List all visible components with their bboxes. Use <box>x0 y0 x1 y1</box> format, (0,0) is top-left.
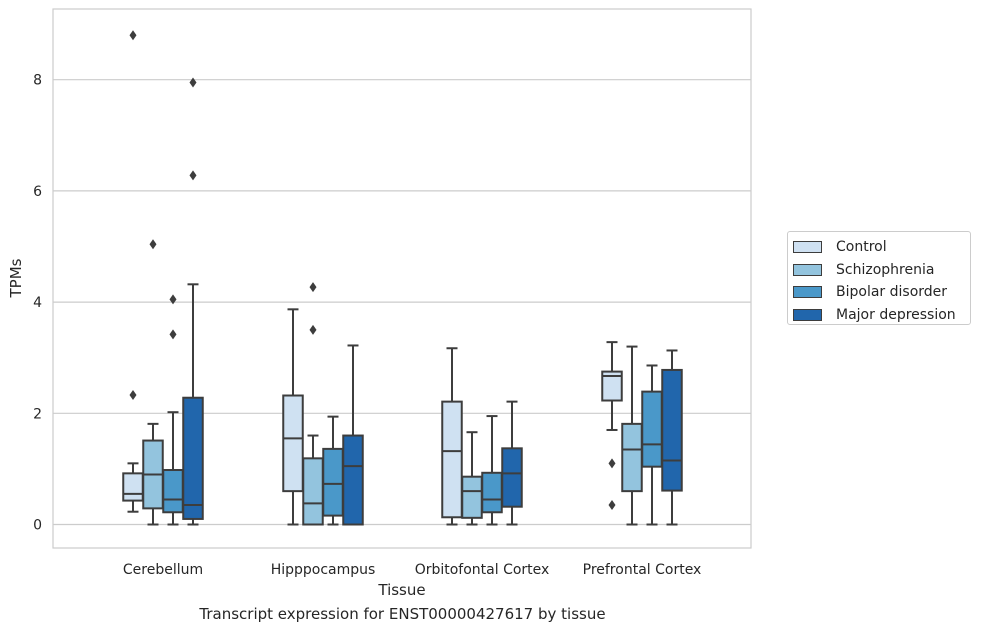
y-axis-label: TPMs <box>7 258 25 298</box>
box-group <box>441 347 463 526</box>
outlier-point <box>608 500 616 511</box>
box <box>661 368 683 492</box>
box-group <box>641 364 663 526</box>
box-group <box>302 282 324 526</box>
y-tick-label: 4 <box>33 295 42 311</box>
box <box>182 396 204 520</box>
box <box>302 457 324 526</box>
box-group <box>621 345 643 526</box>
outlier-point <box>608 458 616 469</box>
chart-caption: Transcript expression for ENST0000042761… <box>199 605 606 623</box>
y-tick-label: 8 <box>33 73 42 89</box>
box-group <box>162 294 184 526</box>
y-tick-label: 6 <box>33 184 42 200</box>
box-group <box>481 415 503 526</box>
box <box>441 400 463 519</box>
legend-swatch <box>793 286 822 299</box>
outlier-point <box>189 170 197 181</box>
legend: Control Schizophrenia Bipolar disorder Majo… <box>787 231 971 325</box>
outlier-point <box>169 329 177 340</box>
legend-item: Control <box>793 236 970 259</box>
box <box>342 434 364 526</box>
legend-item: Bipolar disorder <box>793 281 970 304</box>
plot-frame <box>52 8 752 549</box>
box <box>461 475 483 519</box>
x-axis-label: Tissue <box>377 581 425 599</box>
box <box>122 472 144 502</box>
x-tick-label: Orbitofontal Cortex <box>415 562 550 578</box>
x-tick-label: Prefrontal Cortex <box>583 562 702 578</box>
x-tick-label: Hipppocampus <box>271 562 376 578</box>
box-group <box>142 239 164 526</box>
x-tick-labels: Cerebellum Hipppocampus Orbitofontal Corte… <box>123 562 701 578</box>
y-tick-label: 2 <box>33 406 42 422</box>
boxes <box>122 30 683 526</box>
legend-label: Schizophrenia <box>836 261 935 278</box>
outlier-point <box>149 239 157 250</box>
legend-swatch <box>793 241 822 254</box>
outlier-point <box>169 294 177 305</box>
box <box>641 390 663 468</box>
box-group <box>661 349 683 526</box>
box-group <box>601 341 623 511</box>
box-group <box>461 431 483 526</box>
box <box>621 422 643 493</box>
outlier-point <box>309 324 317 335</box>
outlier-point <box>129 30 137 41</box>
legend-swatch <box>793 263 822 276</box>
box <box>322 447 344 517</box>
legend-item: Schizophrenia <box>793 259 970 282</box>
box-group <box>342 344 364 526</box>
box-group <box>282 308 304 526</box>
y-tick-labels: 0 2 4 6 8 <box>33 73 42 534</box>
box-group <box>322 415 344 526</box>
legend-label: Bipolar disorder <box>836 284 948 301</box>
box-group <box>122 30 144 513</box>
y-tick-label: 0 <box>33 518 42 534</box>
x-tick-label: Cerebellum <box>123 562 203 578</box>
box <box>601 370 623 402</box>
outlier-point <box>309 282 317 293</box>
box-group <box>182 77 204 526</box>
box <box>162 469 184 514</box>
outlier-point <box>129 389 137 400</box>
legend-swatch <box>793 308 822 321</box>
box <box>501 447 523 508</box>
legend-label: Control <box>836 239 887 256</box>
legend-label: Major depression <box>836 306 956 323</box>
box-group <box>501 400 523 526</box>
box <box>481 471 503 514</box>
outlier-point <box>189 77 197 88</box>
box <box>282 394 304 493</box>
legend-item: Major depression <box>793 304 970 327</box>
